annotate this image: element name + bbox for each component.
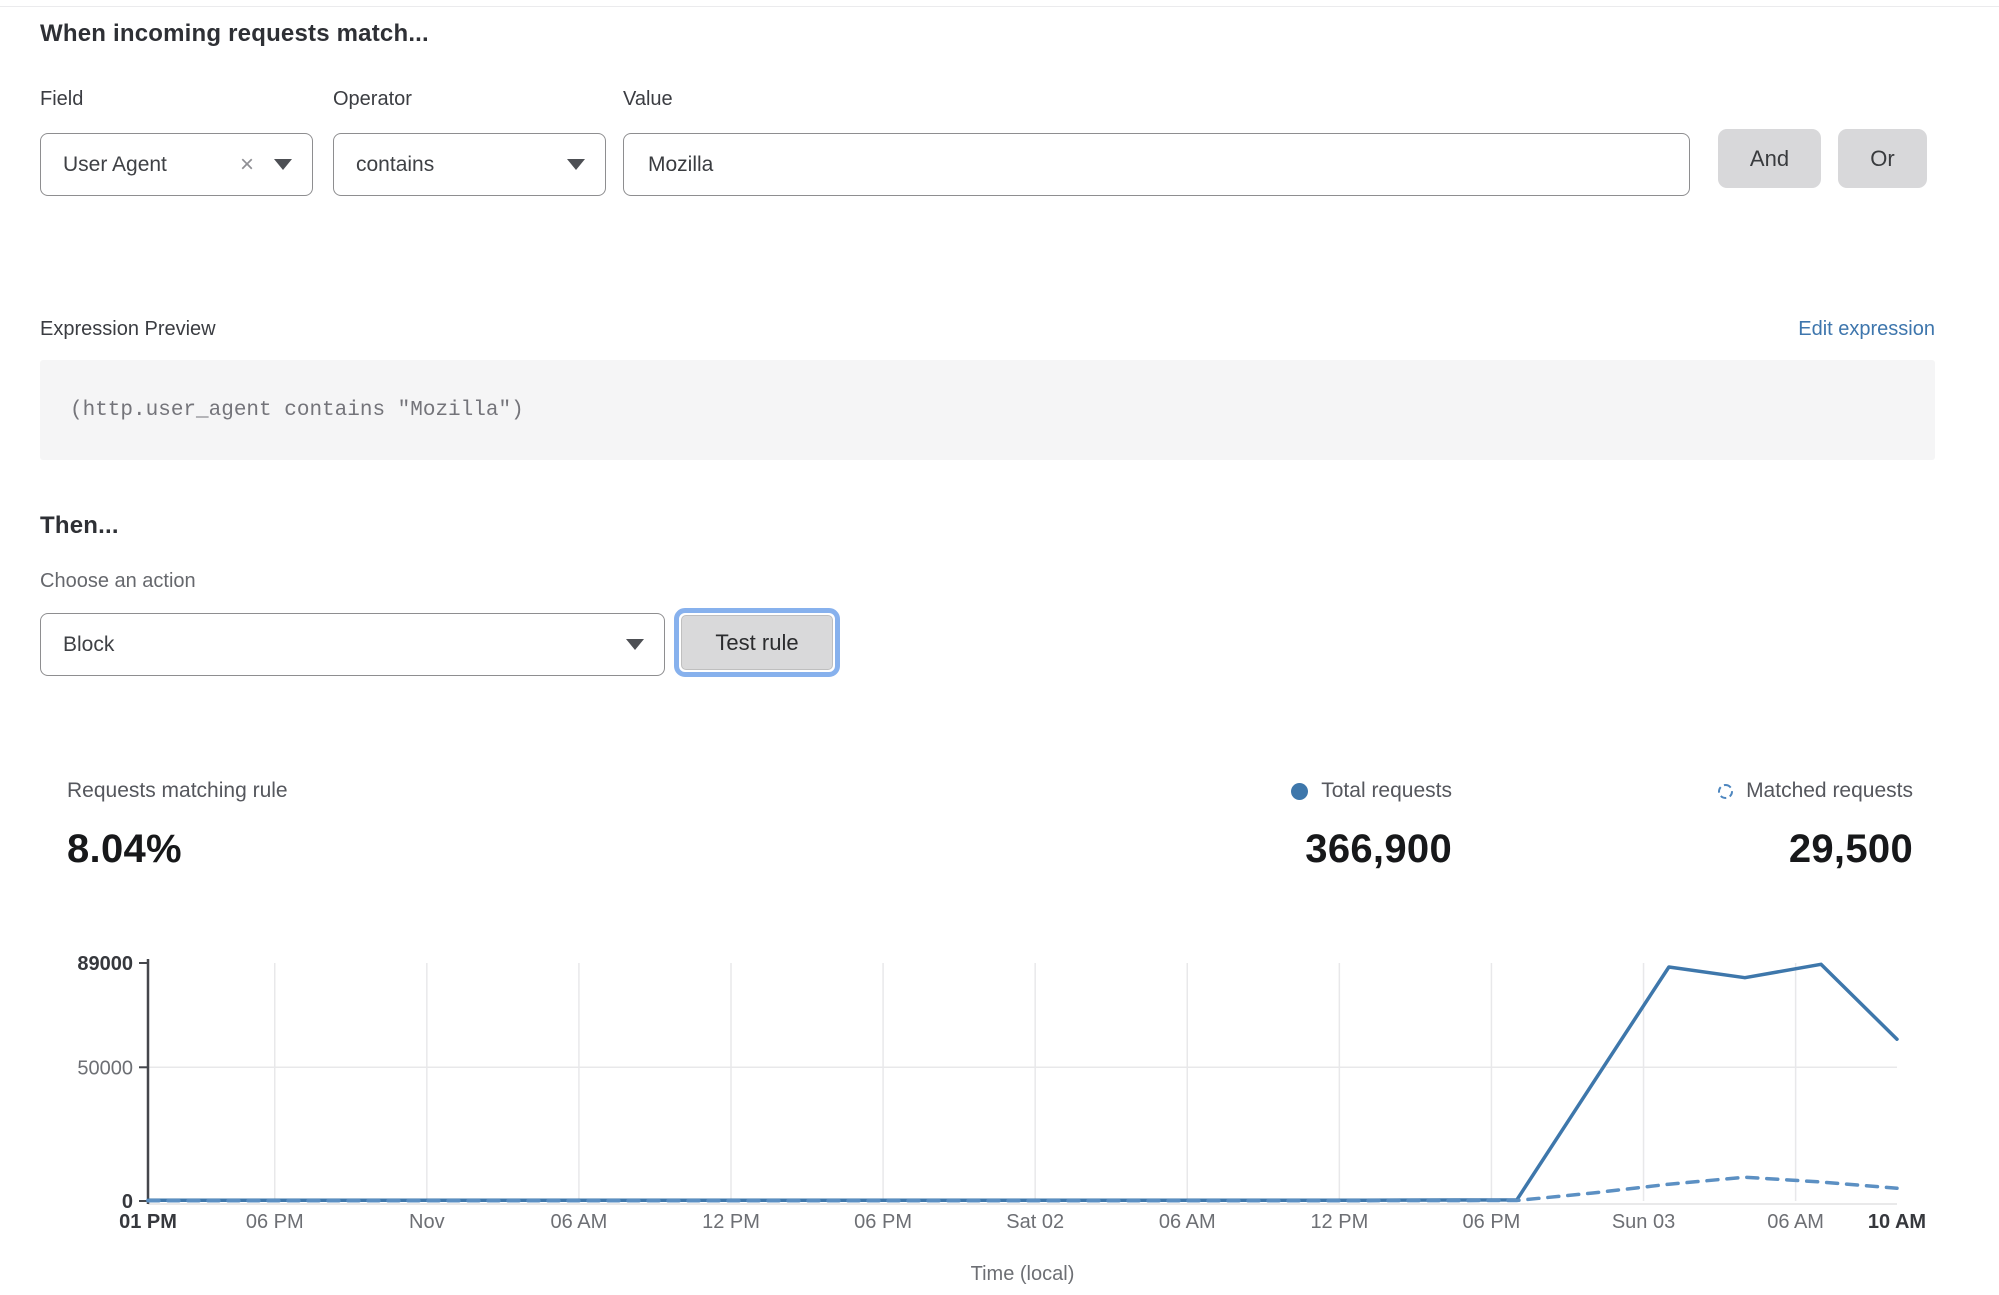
stat-total-label: Total requests xyxy=(1321,779,1452,802)
chevron-down-icon xyxy=(626,639,644,650)
and-button[interactable]: And xyxy=(1718,129,1821,188)
requests-chart: 0 50000 89000 01 PM 06 PM Nov 06 AM 12 PM 06 PM S… xyxy=(77,953,1926,1285)
stat-matched-value: 29,500 xyxy=(1788,827,1913,871)
operator-label: Operator xyxy=(333,88,412,110)
chevron-down-icon xyxy=(274,159,292,170)
action-select[interactable]: Block xyxy=(40,613,665,676)
svg-text:01 PM: 01 PM xyxy=(119,1211,177,1233)
svg-text:Nov: Nov xyxy=(409,1211,445,1233)
chevron-down-icon xyxy=(567,159,585,170)
expression-preview-label: Expression Preview xyxy=(40,318,216,340)
or-button[interactable]: Or xyxy=(1838,129,1927,188)
stat-total-value: 366,900 xyxy=(1305,827,1452,871)
svg-text:06 PM: 06 PM xyxy=(854,1211,912,1233)
field-select[interactable]: User Agent × xyxy=(40,133,313,196)
top-divider xyxy=(0,6,1999,7)
svg-text:12 PM: 12 PM xyxy=(702,1211,760,1233)
stat-total-requests: Total requests 366,900 xyxy=(1291,779,1452,872)
match-heading: When incoming requests match... xyxy=(40,20,429,47)
value-label: Value xyxy=(623,88,673,110)
test-rule-button[interactable]: Test rule xyxy=(681,615,833,670)
svg-text:06 PM: 06 PM xyxy=(246,1211,304,1233)
svg-text:0: 0 xyxy=(122,1191,133,1213)
stat-matching-value: 8.04% xyxy=(67,827,182,871)
svg-text:Sat 02: Sat 02 xyxy=(1006,1211,1064,1233)
svg-text:06 AM: 06 AM xyxy=(551,1211,608,1233)
field-label: Field xyxy=(40,88,84,110)
svg-text:06 PM: 06 PM xyxy=(1463,1211,1521,1233)
stat-requests-matching: Requests matching rule 8.04% xyxy=(67,779,288,872)
svg-text:06 AM: 06 AM xyxy=(1159,1211,1216,1233)
test-rule-focus-ring: Test rule xyxy=(674,608,840,677)
matched-requests-legend-icon xyxy=(1718,783,1734,799)
value-input[interactable] xyxy=(623,133,1690,196)
total-requests-legend-icon xyxy=(1291,782,1309,800)
stat-matching-label: Requests matching rule xyxy=(67,779,288,802)
action-select-value: Block xyxy=(63,632,115,656)
operator-select[interactable]: contains xyxy=(333,133,606,196)
svg-text:Time (local): Time (local) xyxy=(971,1263,1075,1285)
clear-icon[interactable]: × xyxy=(239,150,254,178)
choose-action-label: Choose an action xyxy=(40,570,196,592)
expression-code: (http.user_agent contains "Mozilla") xyxy=(70,398,524,422)
svg-text:06 AM: 06 AM xyxy=(1767,1211,1824,1233)
svg-text:89000: 89000 xyxy=(77,953,133,975)
then-heading: Then... xyxy=(40,512,119,539)
stat-matched-requests: Matched requests 29,500 xyxy=(1718,779,1913,872)
svg-text:50000: 50000 xyxy=(77,1057,133,1079)
operator-select-value: contains xyxy=(356,152,435,176)
expression-code-box: (http.user_agent contains "Mozilla") xyxy=(40,360,1935,460)
edit-expression-link[interactable]: Edit expression xyxy=(1798,318,1935,340)
svg-text:12 PM: 12 PM xyxy=(1310,1211,1368,1233)
field-select-value: User Agent xyxy=(63,152,167,176)
svg-text:Sun 03: Sun 03 xyxy=(1612,1211,1675,1233)
svg-text:10 AM: 10 AM xyxy=(1868,1211,1926,1233)
stat-matched-label: Matched requests xyxy=(1746,779,1913,802)
